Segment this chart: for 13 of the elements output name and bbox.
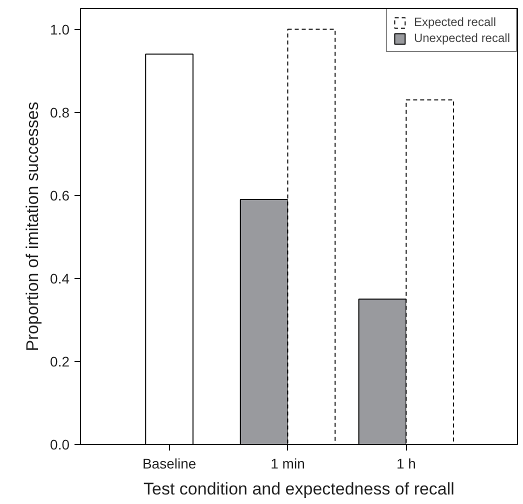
x-tick-label: Baseline [142, 456, 196, 472]
x-tick-label: 1 h [396, 456, 416, 472]
y-tick-label: 0.4 [50, 270, 70, 286]
y-axis-title: Proportion of imitation successes [23, 102, 42, 352]
y-tick-label: 0.2 [50, 353, 70, 370]
y-tick-label: 1.0 [50, 21, 70, 38]
x-tick-label: 1 min [270, 456, 305, 472]
y-tick-label: 0.8 [50, 104, 70, 120]
legend-label: Unexpected recall [414, 31, 510, 45]
y-tick-label: 0.6 [50, 187, 70, 204]
y-tick-label: 0.0 [50, 436, 70, 452]
x-axis-title: Test condition and expectedness of recall [144, 480, 454, 498]
legend-label: Expected recall [414, 15, 496, 29]
